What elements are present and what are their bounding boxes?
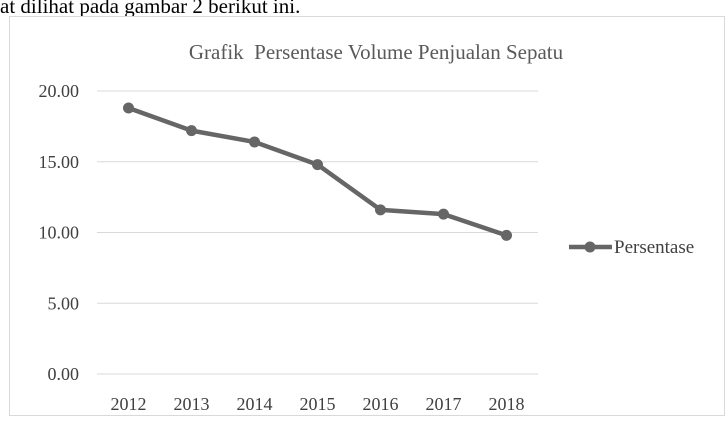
y-tick-label: 20.00 [39,81,80,101]
y-tick-label: 15.00 [39,152,80,172]
chart-title: Grafik Persentase Volume Penjualan Sepat… [189,40,564,64]
x-tick-label: 2013 [174,394,210,414]
legend: Persentase [569,237,694,258]
y-tick-label: 0.00 [48,364,80,384]
y-tick-label: 10.00 [39,223,80,243]
data-point [186,125,197,137]
legend-marker [584,241,596,253]
data-point [501,229,512,241]
x-tick-label: 2018 [489,394,525,414]
data-point [375,204,386,216]
y-tick-label: 5.00 [48,293,80,313]
data-point [438,208,449,220]
legend-label: Persentase [614,237,694,258]
chart-frame [9,16,725,416]
x-tick-label: 2017 [426,394,462,414]
x-tick-label: 2012 [111,394,147,414]
lead-text: at dilihat pada gambar 2 berikut ini. [0,0,301,18]
gridlines [97,90,538,375]
series-line [126,105,509,238]
data-point [312,159,323,171]
series-layer [123,102,512,241]
data-point [123,102,134,114]
x-tick-label: 2015 [300,394,336,414]
data-point [249,136,260,148]
y-axis-tick-labels: 0.00 5.00 10.00 15.00 20.00 [39,81,80,384]
x-tick-label: 2014 [237,394,273,414]
x-tick-label: 2016 [363,394,399,414]
x-axis-tick-labels: 2012 2013 2014 2015 2016 2017 2018 [111,394,525,414]
